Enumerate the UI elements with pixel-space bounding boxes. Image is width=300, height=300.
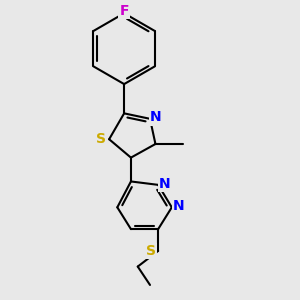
Text: S: S	[146, 244, 156, 258]
Text: N: N	[173, 199, 184, 213]
Text: N: N	[159, 176, 171, 190]
Text: N: N	[150, 110, 161, 124]
Text: S: S	[96, 132, 106, 146]
Text: F: F	[119, 4, 129, 18]
